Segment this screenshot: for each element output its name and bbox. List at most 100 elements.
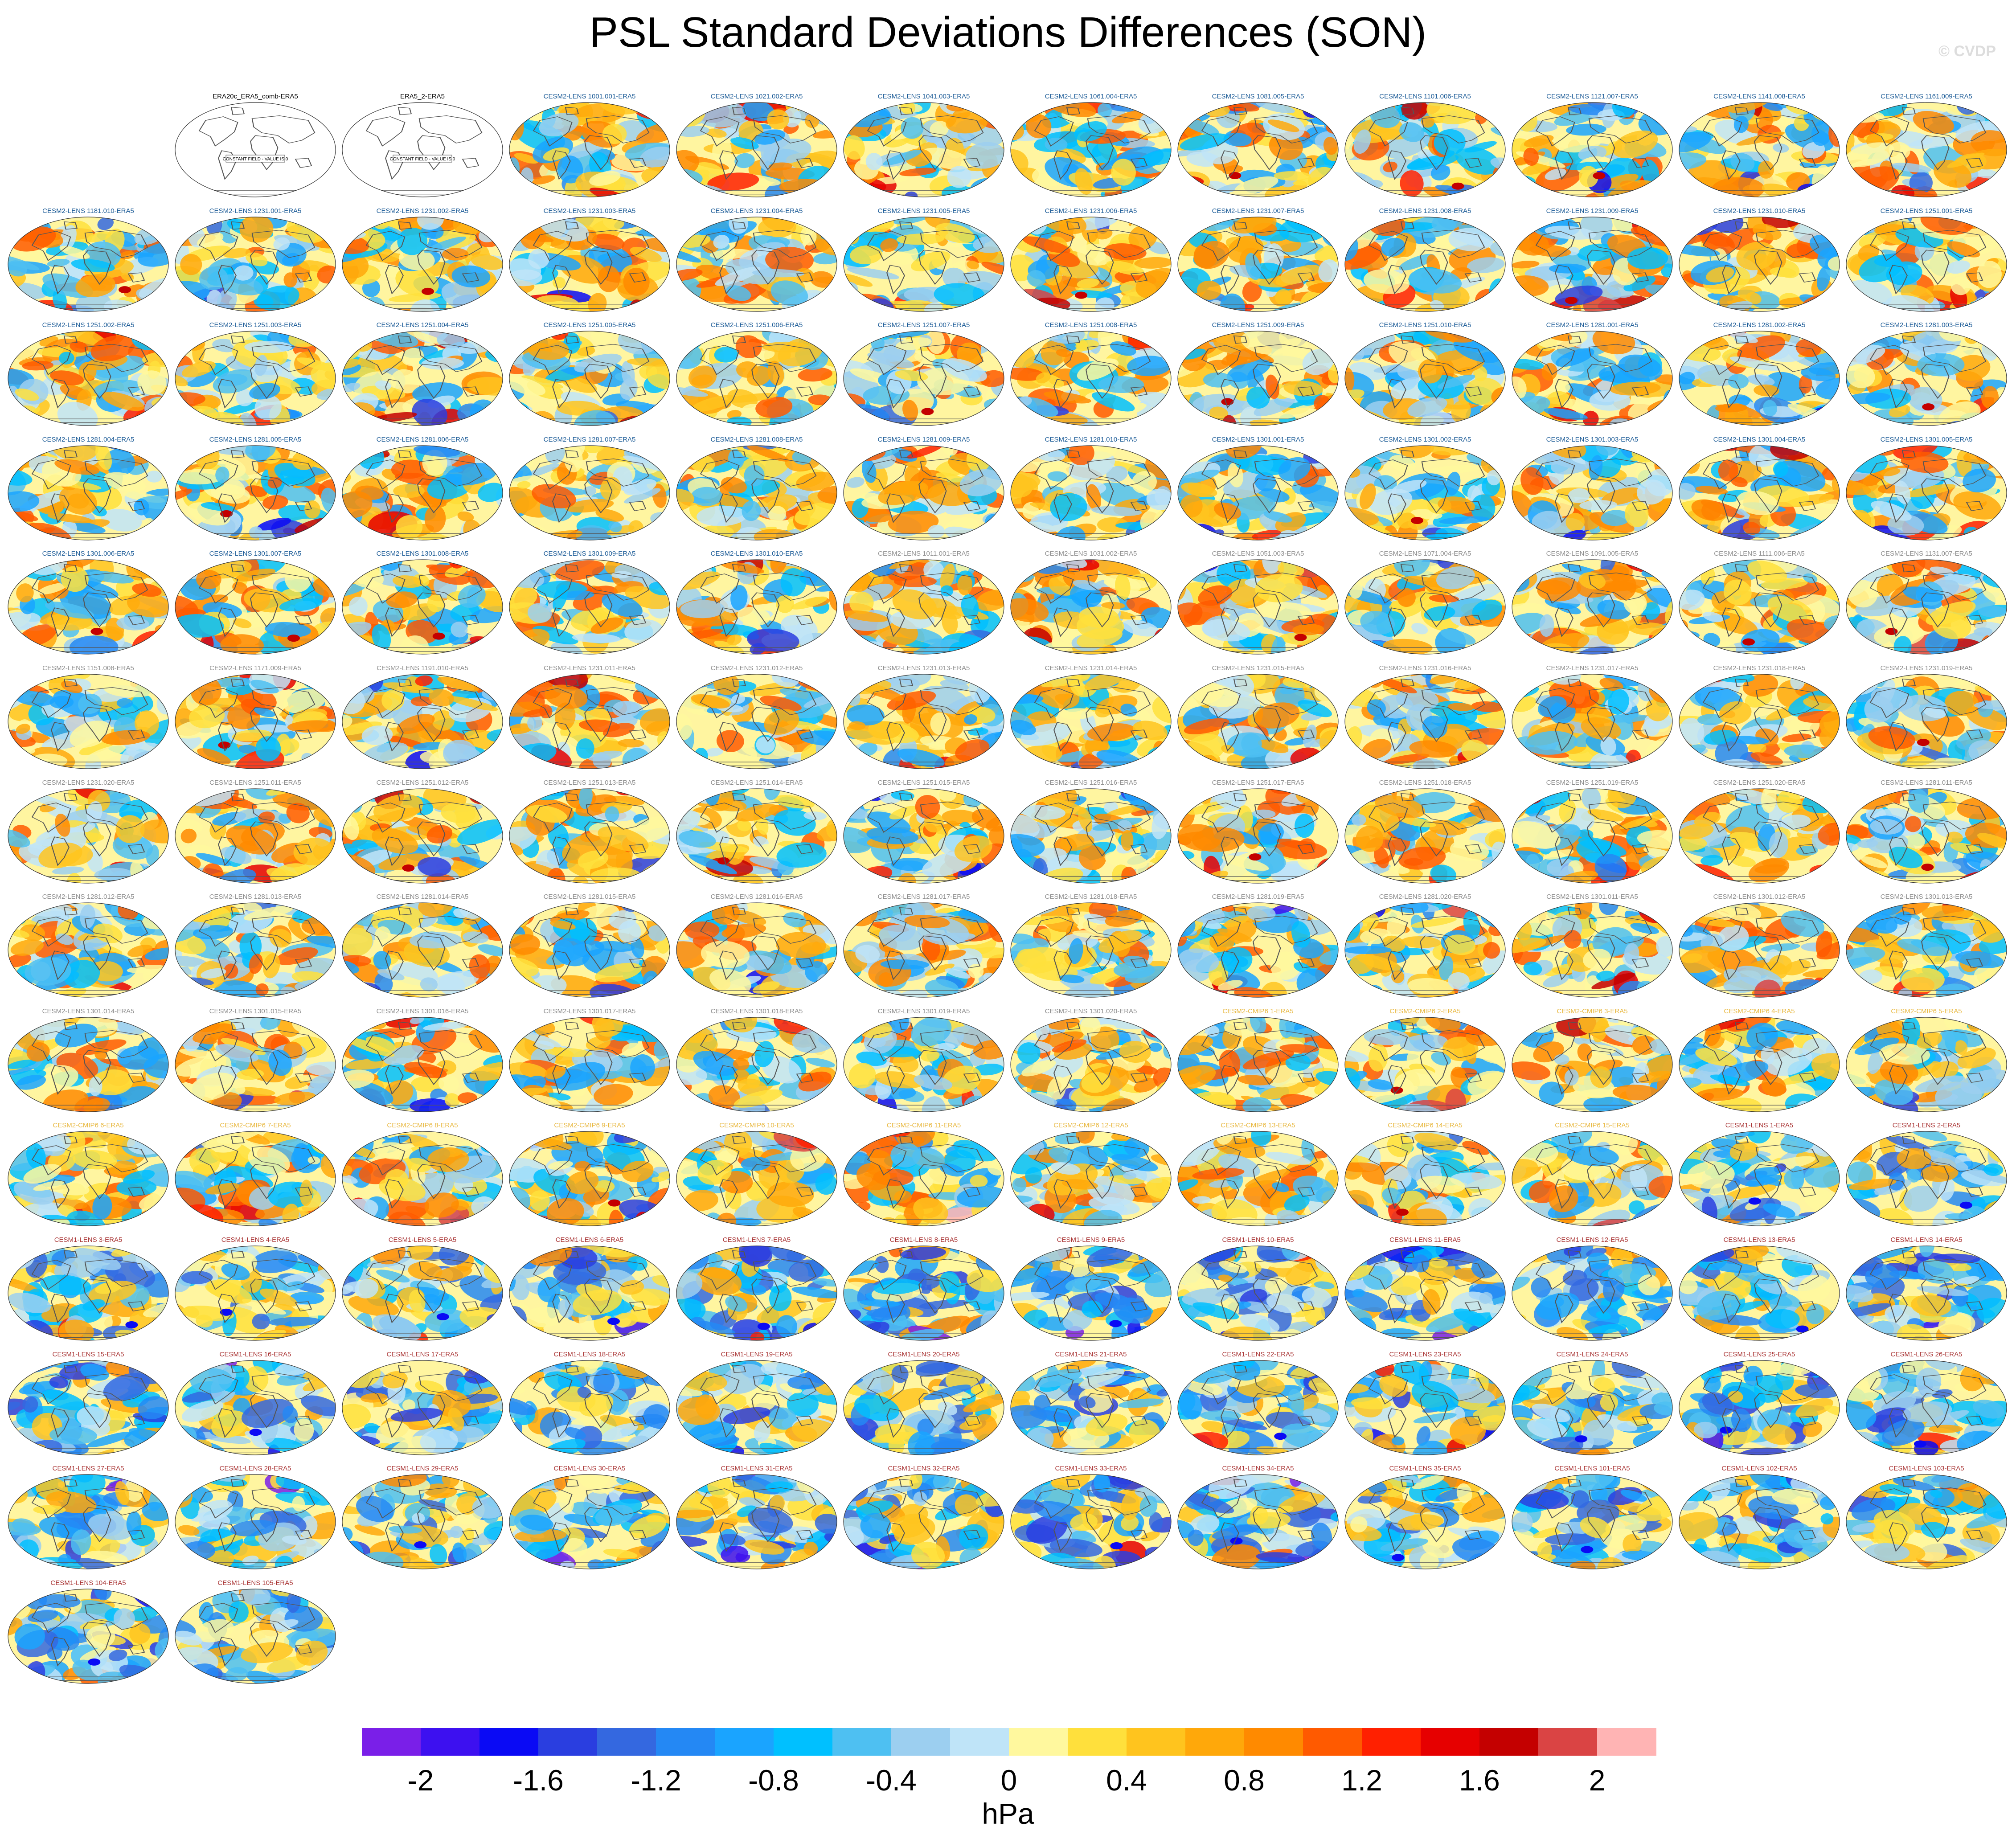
panel-label: CESM2-LENS 1281.010-ERA5	[1045, 435, 1137, 443]
constant-field-note: CONSTANT FIELD - VALUE IS 0	[390, 157, 455, 162]
map-panel: CESM2-LENS 1001.001-ERA5	[507, 93, 672, 200]
panel-label: CESM2-LENS 1301.012-ERA5	[1713, 893, 1806, 901]
globe-map	[1177, 1474, 1339, 1569]
colorbar-swatch	[1538, 1728, 1598, 1756]
map-panel: CESM2-LENS 1301.018-ERA5	[674, 1008, 840, 1114]
map-panel: CESM2-LENS 1301.020-ERA5	[1008, 1008, 1174, 1114]
panel-label: CESM2-LENS 1301.013-ERA5	[1880, 893, 1973, 901]
map-panel: CESM2-LENS 1281.008-ERA5	[674, 436, 840, 543]
panel-label: CESM1-LENS 32-ERA5	[888, 1465, 960, 1473]
globe-map	[1846, 559, 2007, 655]
map-panel: CESM2-LENS 1301.010-ERA5	[674, 550, 840, 657]
map-panel: CESM1-LENS 20-ERA5	[841, 1351, 1007, 1458]
colorbar-tick-label: -1.2	[631, 1764, 681, 1797]
colorbar-swatch	[950, 1728, 1009, 1756]
globe-map	[843, 1474, 1004, 1569]
map-panel: ERA5_2-ERA5 CONSTANT FIELD - VALUE IS 0	[340, 93, 505, 200]
panel-label: CESM1-LENS 3-ERA5	[54, 1236, 123, 1244]
map-panel: CESM2-LENS 1251.018-ERA5	[1342, 779, 1508, 886]
map-panel: CESM2-LENS 1251.008-ERA5	[1008, 321, 1174, 428]
map-panel: CESM2-LENS 1121.007-ERA5	[1509, 93, 1675, 200]
map-panel: CESM1-LENS 34-ERA5	[1175, 1465, 1341, 1572]
panel-label: CESM2-LENS 1251.017-ERA5	[1212, 778, 1304, 786]
panel-label: CESM1-LENS 4-ERA5	[221, 1236, 290, 1244]
colorbar-swatch	[597, 1728, 656, 1756]
map-panel: CESM2-LENS 1251.007-ERA5	[841, 321, 1007, 428]
colorbar-swatch	[832, 1728, 892, 1756]
panel-label: CESM1-LENS 104-ERA5	[50, 1579, 126, 1587]
panel-label: CESM2-LENS 1231.004-ERA5	[710, 207, 803, 215]
globe-map	[342, 1017, 503, 1112]
globe-map	[1846, 1017, 2007, 1112]
colorbar-swatch	[362, 1728, 421, 1756]
globe-map	[1010, 1017, 1172, 1112]
map-panel: CESM2-LENS 1231.003-ERA5	[507, 207, 672, 314]
map-panel: CESM2-LENS 1301.009-ERA5	[507, 550, 672, 657]
panel-label: CESM1-LENS 101-ERA5	[1554, 1465, 1630, 1473]
map-panel: CESM2-LENS 1301.015-ERA5	[172, 1008, 338, 1114]
map-panel: CESM2-LENS 1301.002-ERA5	[1342, 436, 1508, 543]
panel-label: CESM2-LENS 1251.006-ERA5	[710, 321, 803, 329]
globe-map	[843, 102, 1004, 197]
globe-map	[509, 1245, 670, 1341]
map-panel: CESM2-LENS 1281.010-ERA5	[1008, 436, 1174, 543]
globe-map	[676, 1474, 837, 1569]
map-panel: CESM1-LENS 101-ERA5	[1509, 1465, 1675, 1572]
panel-label: CESM1-LENS 105-ERA5	[217, 1579, 293, 1587]
map-panel: CESM1-LENS 104-ERA5	[5, 1579, 171, 1686]
colorbar-swatch	[1009, 1728, 1068, 1756]
panel-label: CESM2-LENS 1281.012-ERA5	[42, 893, 135, 901]
panel-label: CESM2-CMIP6 10-ERA5	[719, 1122, 794, 1130]
globe-map	[676, 1017, 837, 1112]
panel-label: CESM2-LENS 1281.019-ERA5	[1212, 893, 1304, 901]
map-panel: CESM1-LENS 19-ERA5	[674, 1351, 840, 1458]
colorbar-swatch	[656, 1728, 715, 1756]
colorbar-swatch	[1479, 1728, 1539, 1756]
panel-label: CESM2-LENS 1301.019-ERA5	[877, 1007, 970, 1015]
map-panel: CESM2-LENS 1281.005-ERA5	[172, 436, 338, 543]
map-panel: CESM1-LENS 24-ERA5	[1509, 1351, 1675, 1458]
colorbar-tick-label: 1.2	[1341, 1764, 1382, 1797]
globe-map	[1344, 559, 1506, 655]
map-panel: CESM2-CMIP6 14-ERA5	[1342, 1122, 1508, 1229]
panel-label: CESM2-LENS 1061.004-ERA5	[1045, 93, 1137, 100]
panel-label: CESM2-LENS 1251.001-ERA5	[1880, 207, 1973, 215]
globe-map	[342, 445, 503, 541]
map-panel: CESM2-LENS 1251.006-ERA5	[674, 321, 840, 428]
panel-label: CESM2-LENS 1081.005-ERA5	[1212, 93, 1304, 100]
globe-map	[342, 331, 503, 426]
globe-map	[1846, 674, 2007, 769]
panel-label: CESM2-LENS 1121.007-ERA5	[1546, 93, 1638, 100]
globe-map	[175, 902, 336, 998]
map-panel: CESM2-LENS 1281.014-ERA5	[340, 893, 505, 1000]
map-panel: CESM2-LENS 1091.005-ERA5	[1509, 550, 1675, 657]
panel-label: CESM2-LENS 1231.006-ERA5	[1045, 207, 1137, 215]
map-panel: CESM2-LENS 1281.009-ERA5	[841, 436, 1007, 543]
globe-map	[1177, 902, 1339, 998]
globe-map	[342, 1131, 503, 1226]
globe-map	[1679, 216, 1840, 312]
globe-map	[843, 1245, 1004, 1341]
map-panel: CESM2-LENS 1231.002-ERA5	[340, 207, 505, 314]
globe-map	[1344, 445, 1506, 541]
map-panel: CESM1-LENS 21-ERA5	[1008, 1351, 1174, 1458]
panel-label: CESM2-CMIP6 4-ERA5	[1724, 1007, 1795, 1015]
map-panel: CESM1-LENS 14-ERA5	[1844, 1236, 2009, 1343]
panel-label: CESM2-LENS 1031.002-ERA5	[1045, 550, 1137, 558]
globe-map	[342, 1474, 503, 1569]
globe-map	[1679, 445, 1840, 541]
panel-label: CESM2-LENS 1231.007-ERA5	[1212, 207, 1304, 215]
panel-label: CESM2-LENS 1251.012-ERA5	[376, 778, 469, 786]
panel-label: CESM1-LENS 2-ERA5	[1892, 1122, 1961, 1130]
globe-map	[676, 788, 837, 884]
colorbar-swatch	[1068, 1728, 1127, 1756]
panel-label: CESM1-LENS 102-ERA5	[1721, 1465, 1797, 1473]
globe-map	[843, 674, 1004, 769]
map-panel: CESM2-LENS 1281.016-ERA5	[674, 893, 840, 1000]
panel-label: CESM1-LENS 26-ERA5	[1890, 1350, 1963, 1358]
panel-label: CESM2-LENS 1041.003-ERA5	[877, 93, 970, 100]
globe-map	[342, 788, 503, 884]
map-panel: CESM2-LENS 1251.019-ERA5	[1509, 779, 1675, 886]
panel-label: CESM2-CMIP6 8-ERA5	[387, 1122, 458, 1130]
panel-label: CESM2-LENS 1011.001-ERA5	[878, 550, 970, 558]
